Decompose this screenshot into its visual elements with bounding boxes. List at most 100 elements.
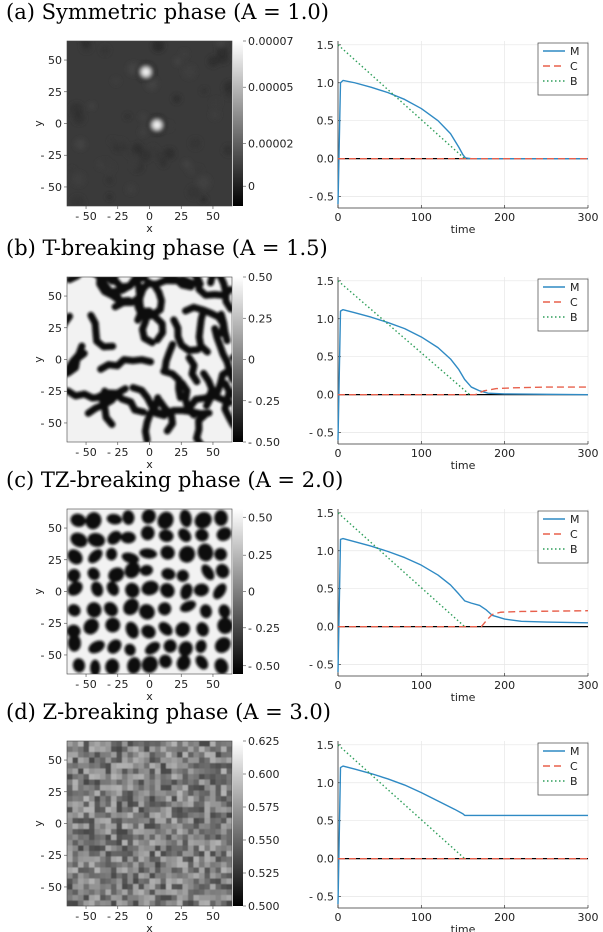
heatmap-cell: [226, 845, 232, 852]
heatmap-stripe: [217, 277, 223, 278]
heatmap-spot: [70, 532, 88, 548]
heatmap-cell: [182, 845, 189, 852]
heatmap-cell: [193, 895, 200, 901]
heatmap-cell: [67, 823, 73, 830]
heatmap-cell: [138, 845, 145, 852]
heatmap-cell: [138, 818, 145, 824]
heatmap-cell: [193, 785, 200, 791]
heatmap-cell: [83, 884, 90, 890]
y-tick-label: 1.5: [317, 275, 335, 288]
heatmap-cell: [171, 884, 178, 890]
x-tick-label: 100: [411, 911, 432, 924]
heatmap-cell: [78, 785, 84, 791]
heatmap-cell: [83, 796, 90, 802]
heatmap-cell: [100, 895, 106, 901]
heatmap-spot: [160, 583, 175, 598]
heatmap-cell: [116, 834, 123, 841]
heatmap-cell: [171, 763, 178, 769]
heatmap-cell: [193, 757, 200, 764]
heatmap-cell: [122, 884, 128, 890]
heatmap-spot: [182, 160, 191, 169]
heatmap-spot: [194, 511, 212, 529]
heatmap-cell: [193, 878, 200, 885]
heatmap-spot: [159, 159, 168, 167]
legend-label: C: [570, 528, 578, 541]
heatmap-cell: [94, 845, 101, 852]
heatmap-cell: [111, 774, 117, 780]
heatmap-cell: [127, 757, 134, 764]
heatmap-spot: [180, 600, 196, 613]
heatmap-cell: [105, 829, 112, 835]
heatmap-cell: [177, 834, 183, 841]
heatmap-cell: [94, 884, 101, 890]
heatmap-cell: [83, 889, 90, 896]
heatmap-spot: [218, 604, 231, 619]
heatmap-cell: [166, 757, 172, 764]
heatmap-cell: [188, 884, 194, 890]
legend-label: M: [570, 513, 580, 526]
heatmap-cell: [226, 823, 232, 830]
heatmap-cell: [221, 840, 227, 846]
heatmap-cell: [127, 889, 134, 896]
heatmap-cell: [226, 829, 232, 835]
heatmap-spot: [216, 527, 232, 541]
heatmap-cell: [67, 867, 73, 874]
heatmap-cell: [182, 807, 189, 813]
heatmap-spot: [71, 172, 86, 186]
heatmap-cell: [78, 779, 84, 786]
heatmap-cell: [226, 774, 232, 780]
heatmap-cell: [111, 878, 117, 885]
heatmap-spot: [140, 525, 155, 541]
y-tick-label: 1.5: [317, 739, 335, 752]
heatmap-cell: [210, 757, 216, 764]
heatmap-cell: [221, 900, 227, 906]
heatmap-cell: [144, 823, 150, 830]
heatmap-cell: [133, 763, 139, 769]
heatmap-cell: [89, 746, 95, 753]
heatmap-cell: [89, 829, 95, 835]
heatmap-cell: [100, 801, 106, 808]
heatmap-cell: [171, 790, 178, 797]
heatmap-cell: [83, 895, 90, 901]
heatmap-cell: [138, 774, 145, 780]
heatmap-cell: [177, 746, 183, 753]
heatmap-cell: [204, 796, 211, 802]
heatmap-cell: [160, 807, 167, 813]
y-tick-label: 25: [48, 322, 62, 335]
heatmap-cell: [221, 851, 227, 857]
heatmap-cell: [94, 829, 101, 835]
heatmap-cell: [160, 845, 167, 852]
heatmap-cell: [133, 867, 139, 874]
heatmap-cell: [94, 878, 101, 885]
heatmap-cell: [67, 741, 73, 747]
heatmap-cell: [138, 889, 145, 896]
heatmap-cell: [105, 796, 112, 802]
heatmap-cell: [67, 873, 73, 879]
heatmap-cell: [89, 884, 95, 890]
heatmap-cell: [111, 779, 117, 786]
heatmap-cell: [72, 774, 79, 780]
heatmap-cell: [226, 763, 232, 769]
heatmap-cell: [111, 845, 117, 852]
heatmap-cell: [177, 752, 183, 758]
heatmap-cell: [199, 851, 205, 857]
heatmap-cell: [221, 889, 227, 896]
y-tick-label: - 0.5: [309, 191, 334, 204]
heatmap-cell: [226, 867, 232, 874]
heatmap-cell: [210, 840, 216, 846]
heatmap-cell: [83, 834, 90, 841]
heatmap-cell: [155, 746, 161, 753]
heatmap-cell: [67, 889, 73, 896]
heatmap-cell: [116, 774, 123, 780]
heatmap-cell: [166, 845, 172, 852]
series-line-B: [337, 744, 466, 860]
heatmap-spot: [160, 545, 175, 560]
heatmap-cell: [215, 884, 222, 890]
heatmap-cell: [221, 867, 227, 874]
heatmap-spot: [141, 624, 156, 639]
heatmap-cell: [122, 757, 128, 764]
heatmap-cell: [116, 785, 123, 791]
heatmap-cell: [67, 768, 73, 775]
heatmap-spot: [107, 530, 122, 545]
heatmap-cell: [94, 889, 101, 896]
